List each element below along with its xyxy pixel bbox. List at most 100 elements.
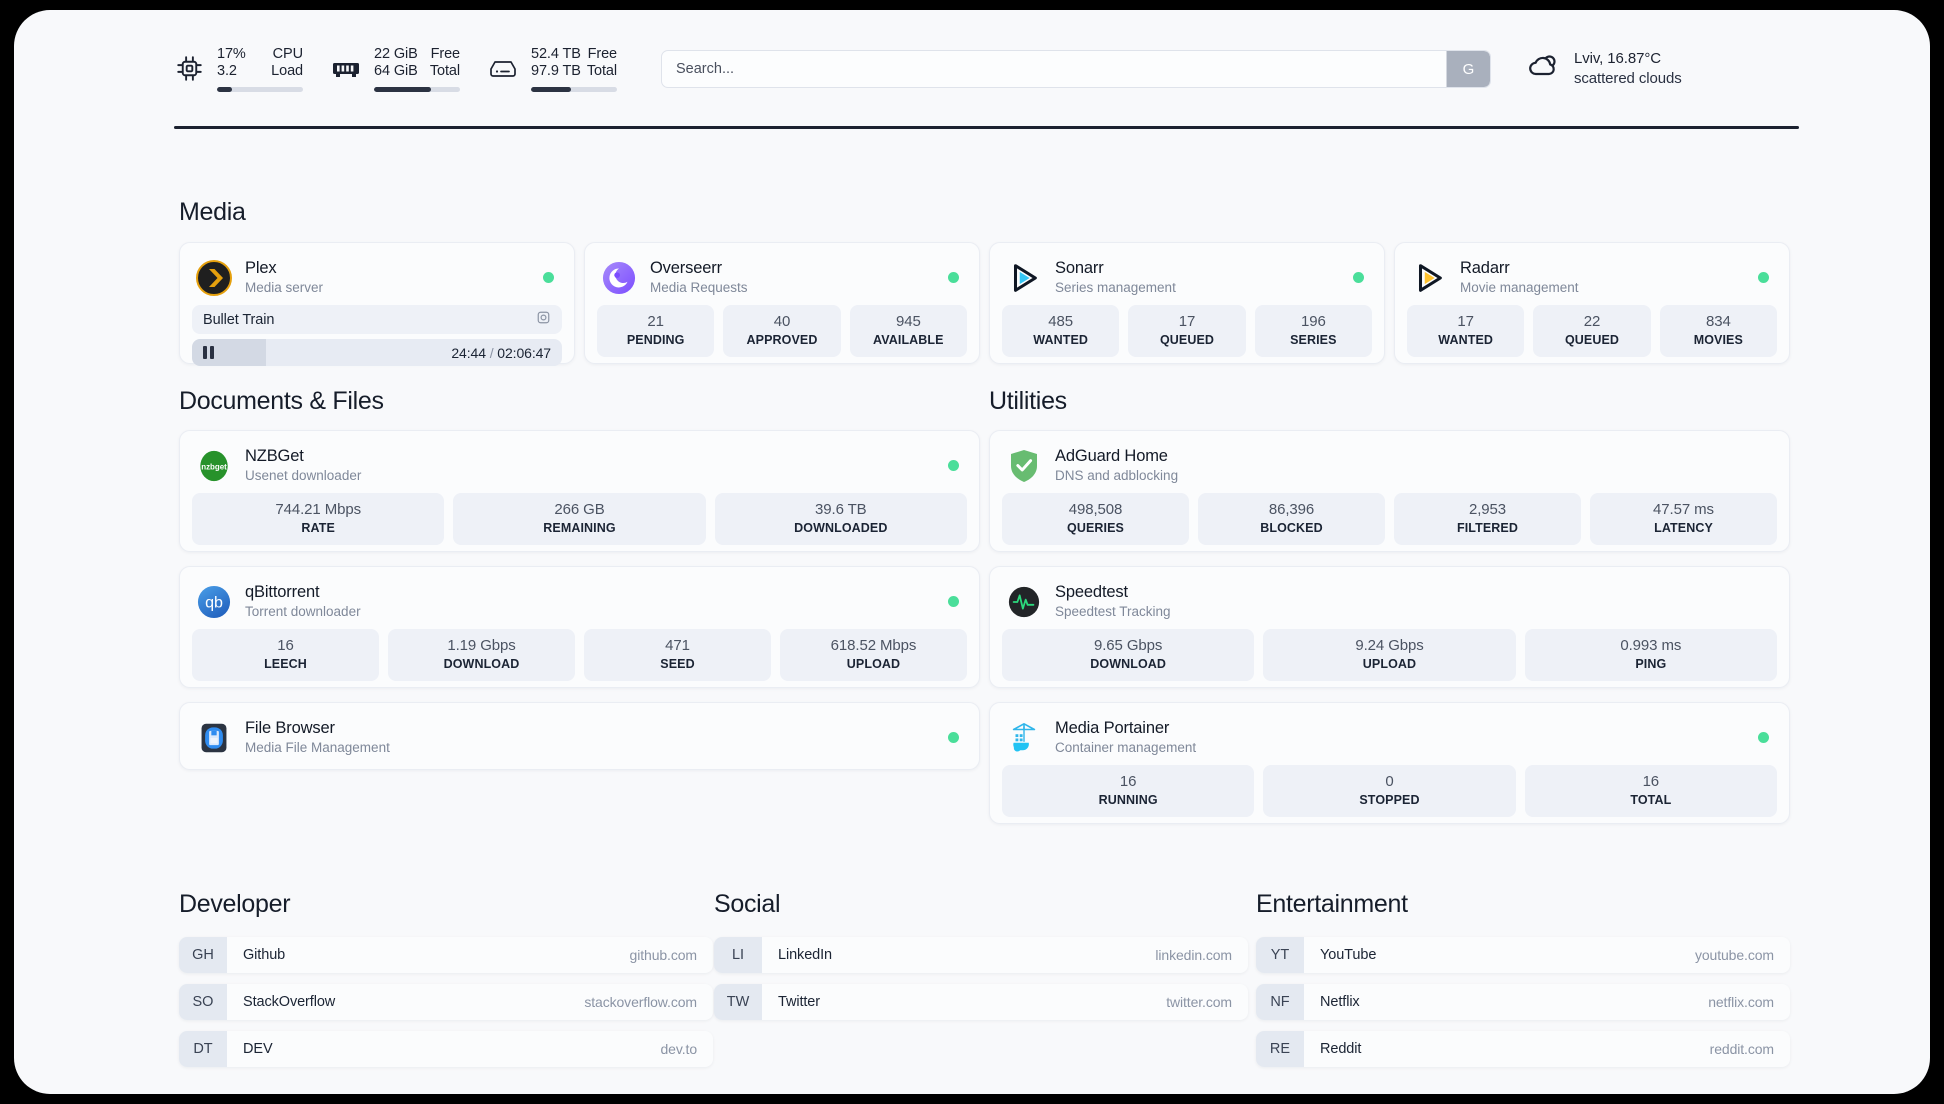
cpu-label-bottom: Load xyxy=(271,63,303,79)
bookmark-name: StackOverflow xyxy=(243,994,336,1010)
bookmark-item-stackoverflow[interactable]: SO StackOverflow stackoverflow.com xyxy=(179,984,713,1020)
service-subtitle: Media server xyxy=(245,280,324,295)
cloud-icon xyxy=(1527,53,1561,85)
service-subtitle: Speedtest Tracking xyxy=(1055,604,1171,619)
memory-label-top: Free xyxy=(430,46,461,62)
section-title-media: Media xyxy=(179,198,246,226)
service-name: Speedtest xyxy=(1055,583,1128,601)
stat-tile: 21 PENDING xyxy=(597,305,715,357)
stat-tile: 22 QUEUED xyxy=(1533,305,1651,357)
service-subtitle: Movie management xyxy=(1460,280,1579,295)
service-card-adguard[interactable]: AdGuard Home DNS and adblocking 498,508 … xyxy=(989,430,1790,552)
service-card-filebrowser[interactable]: File Browser Media File Management xyxy=(179,702,980,770)
stat-tile: 618.52 Mbps UPLOAD xyxy=(780,629,967,681)
memory-label-bottom: Total xyxy=(429,63,460,79)
bookmark-item-youtube[interactable]: YT YouTube youtube.com xyxy=(1256,937,1790,973)
stat-value: 16 xyxy=(1642,773,1660,790)
bookmark-group-title: Entertainment xyxy=(1256,890,1408,918)
service-card-speedtest[interactable]: Speedtest Speedtest Tracking 9.65 Gbps D… xyxy=(989,566,1790,688)
stat-value: 21 xyxy=(647,313,664,330)
stat-label: FILTERED xyxy=(1457,521,1518,535)
search-engine-button[interactable]: G xyxy=(1446,51,1490,87)
service-card-qbittorrent[interactable]: qb qBittorrent Torrent downloader 16 LEE… xyxy=(179,566,980,688)
pause-icon[interactable] xyxy=(203,346,214,359)
status-dot xyxy=(948,596,959,607)
weather-widget[interactable]: Lviv, 16.87°C scattered clouds xyxy=(1527,49,1682,89)
stat-label: QUEUED xyxy=(1159,333,1215,347)
service-card-portainer[interactable]: Media Portainer Container management 16 … xyxy=(989,702,1790,824)
header-divider xyxy=(174,126,1799,129)
stat-tiles: 498,508 QUERIES 86,396 BLOCKED 2,953 FIL… xyxy=(1002,493,1777,545)
bookmark-item-dev[interactable]: DT DEV dev.to xyxy=(179,1031,713,1067)
bookmark-url: dev.to xyxy=(660,1041,698,1057)
search-input[interactable] xyxy=(662,51,1446,87)
stat-tile: 471 SEED xyxy=(584,629,771,681)
bookmark-abbr: YT xyxy=(1256,937,1304,973)
bookmark-abbr: SO xyxy=(179,984,227,1020)
stat-tile: 196 SERIES xyxy=(1254,305,1372,357)
bookmark-name: Reddit xyxy=(1320,1041,1362,1057)
weather-location-temp: Lviv, 16.87°C xyxy=(1574,50,1661,67)
disk-usage-bar xyxy=(531,87,617,92)
stat-label: DOWNLOADED xyxy=(794,521,888,535)
service-card-plex[interactable]: Plex Media server Bullet Train 24:44 / 0… xyxy=(179,242,575,366)
bookmark-name: Github xyxy=(243,947,286,963)
stat-tiles: 17 WANTED 22 QUEUED 834 MOVIES xyxy=(1407,305,1777,357)
search-bar[interactable]: G xyxy=(661,50,1491,88)
stat-value: 0.993 ms xyxy=(1620,637,1682,654)
service-subtitle: DNS and adblocking xyxy=(1055,468,1179,483)
stat-value: 2,953 xyxy=(1468,501,1507,518)
stat-tile: 498,508 QUERIES xyxy=(1002,493,1189,545)
memory-free-value: 22 GiB xyxy=(374,46,418,62)
bookmark-item-reddit[interactable]: RE Reddit reddit.com xyxy=(1256,1031,1790,1067)
disk-icon xyxy=(488,53,518,83)
stat-tiles: 21 PENDING 40 APPROVED 945 AVAILABLE xyxy=(597,305,967,357)
stat-value: 834 xyxy=(1705,313,1731,330)
stat-value: 17 xyxy=(1457,313,1474,330)
playback-progress-bar[interactable]: 24:44 / 02:06:47 xyxy=(192,339,562,366)
disk-free-value: 52.4 TB xyxy=(531,46,581,62)
service-name: NZBGet xyxy=(245,447,304,465)
stat-tiles: 485 WANTED 17 QUEUED 196 SERIES xyxy=(1002,305,1372,357)
status-dot xyxy=(1353,272,1364,283)
stat-tile: 9.65 Gbps DOWNLOAD xyxy=(1002,629,1255,681)
bookmark-group-social: Social LI LinkedIn linkedin.com TW Twitt… xyxy=(714,890,1248,1031)
stat-tile: 9.24 Gbps UPLOAD xyxy=(1263,629,1516,681)
bookmark-name: LinkedIn xyxy=(778,947,833,963)
stat-tile: 47.57 ms LATENCY xyxy=(1590,493,1777,545)
memory-usage-bar xyxy=(374,87,460,92)
cpu-icon xyxy=(174,53,204,83)
stat-value: 9.24 Gbps xyxy=(1355,637,1424,654)
stat-label: PENDING xyxy=(626,333,685,347)
stat-label: UPLOAD xyxy=(846,657,901,671)
service-subtitle: Series management xyxy=(1055,280,1176,295)
stat-value: 9.65 Gbps xyxy=(1094,637,1163,654)
stat-tile: 744.21 Mbps RATE xyxy=(192,493,445,545)
stat-tile: 485 WANTED xyxy=(1002,305,1120,357)
bookmark-item-netflix[interactable]: NF Netflix netflix.com xyxy=(1256,984,1790,1020)
stat-label: TOTAL xyxy=(1630,793,1672,807)
bookmark-item-linkedin[interactable]: LI LinkedIn linkedin.com xyxy=(714,937,1248,973)
now-playing-bar[interactable]: Bullet Train xyxy=(192,305,562,334)
service-card-radarr[interactable]: Radarr Movie management 17 WANTED 22 QUE… xyxy=(1394,242,1790,364)
service-card-sonarr[interactable]: Sonarr Series management 485 WANTED 17 Q… xyxy=(989,242,1385,364)
service-card-nzbget[interactable]: nzbget NZBGet Usenet downloader 744.21 M… xyxy=(179,430,980,552)
stat-value: 498,508 xyxy=(1068,501,1123,518)
system-stat-cpu: 17% CPU 3.2 Load xyxy=(174,46,303,92)
service-card-overseerr[interactable]: Overseerr Media Requests 21 PENDING 40 A… xyxy=(584,242,980,364)
service-subtitle: Media File Management xyxy=(245,740,390,755)
section-title-documents: Documents & Files xyxy=(179,387,384,415)
radarr-icon xyxy=(1411,260,1447,296)
stat-tile: 17 WANTED xyxy=(1407,305,1525,357)
bookmark-abbr: DT xyxy=(179,1031,227,1067)
stat-value: 86,396 xyxy=(1268,501,1315,518)
portainer-icon xyxy=(1006,720,1042,756)
stat-label: UPLOAD xyxy=(1362,657,1417,671)
stat-tile: 16 RUNNING xyxy=(1002,765,1255,817)
bookmark-group-developer: Developer GH Github github.com SO StackO… xyxy=(179,890,713,1078)
bookmark-item-github[interactable]: GH Github github.com xyxy=(179,937,713,973)
stat-value: 16 xyxy=(1119,773,1137,790)
bookmark-item-twitter[interactable]: TW Twitter twitter.com xyxy=(714,984,1248,1020)
cast-icon[interactable] xyxy=(536,310,551,330)
stat-value: 618.52 Mbps xyxy=(830,637,917,654)
